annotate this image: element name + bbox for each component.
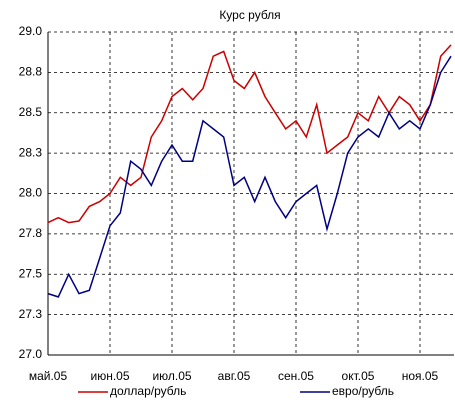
x-tick-label: окт.05: [342, 369, 375, 383]
x-tick-label: авг.05: [218, 369, 251, 383]
y-tick-label: 28.8: [19, 65, 43, 79]
y-tick-label: 28.5: [19, 105, 43, 119]
y-tick-label: 28.3: [19, 145, 43, 159]
x-tick-label: ноя.05: [402, 369, 439, 383]
chart-title: Курс рубля: [219, 8, 280, 22]
x-tick-label: июл.05: [152, 369, 191, 383]
legend-label: доллар/рубль: [110, 384, 186, 398]
x-tick-label: июн.05: [90, 369, 129, 383]
line-series: [47, 44, 452, 224]
y-tick-label: 27.5: [19, 266, 43, 280]
y-tick-label: 27.3: [19, 307, 43, 321]
y-tick-label: 29.0: [19, 24, 43, 38]
x-tick-label: май.05: [29, 369, 68, 383]
y-tick-label: 27.0: [19, 347, 43, 361]
y-tick-label: 27.8: [19, 226, 43, 240]
y-tick-label: 28.0: [19, 186, 43, 200]
x-tick-label: сен.05: [278, 369, 314, 383]
line-series: [47, 55, 452, 298]
legend-label: евро/рубль: [332, 384, 394, 398]
